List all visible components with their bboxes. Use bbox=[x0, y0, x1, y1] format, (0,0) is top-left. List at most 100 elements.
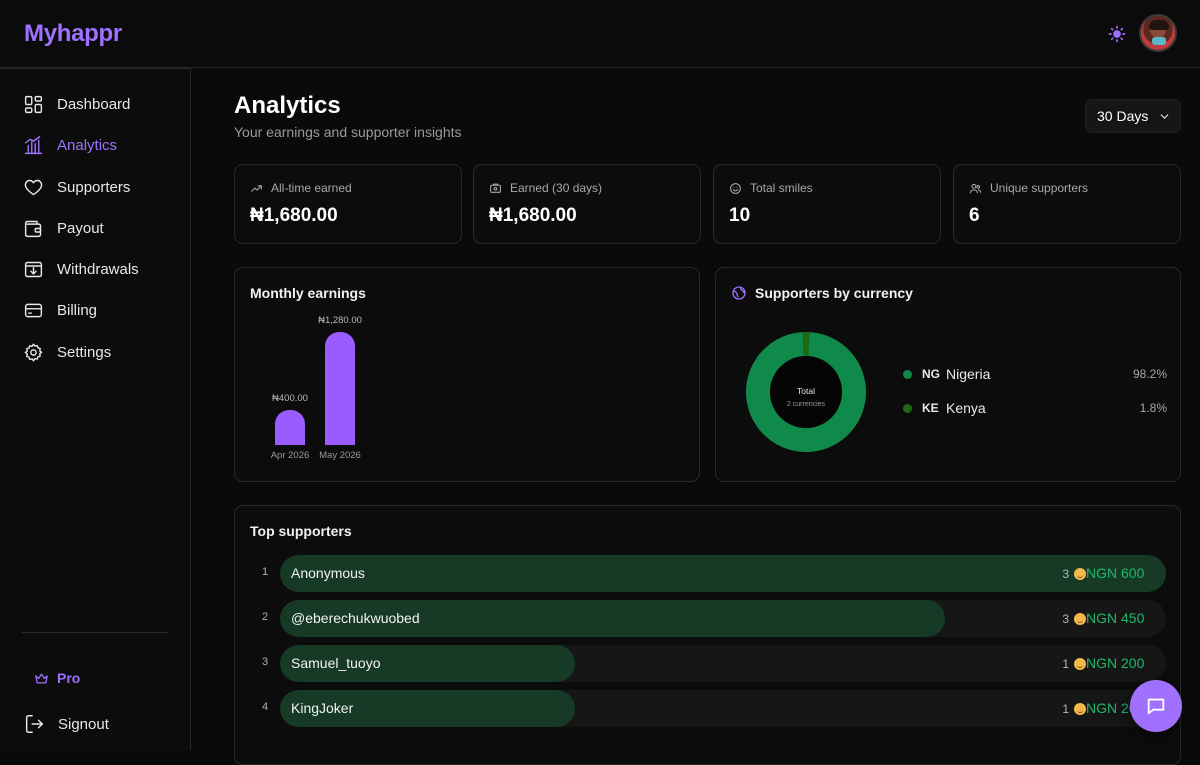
sidebar-item-supporters[interactable]: Supporters bbox=[23, 175, 130, 199]
users-icon bbox=[969, 183, 982, 193]
supporter-smiles: 1 bbox=[1062, 702, 1086, 716]
signout-label: Signout bbox=[58, 715, 109, 733]
bar-value-label: ₦400.00 bbox=[272, 393, 308, 404]
pro-label: Pro bbox=[57, 670, 81, 686]
legend-label: Kenya bbox=[946, 400, 986, 416]
theme-toggle-button[interactable] bbox=[1105, 22, 1129, 46]
supporter-rank: 3 bbox=[261, 656, 269, 668]
supporter-bar-track: @eberechukwuobed 3 NGN 450 bbox=[280, 600, 1166, 637]
supporter-rank: 2 bbox=[261, 611, 269, 623]
app-logo[interactable]: Myhappr bbox=[24, 20, 122, 47]
currency-card: Supporters by currency Total 2 currencie… bbox=[715, 267, 1181, 482]
sidebar-item-dashboard[interactable]: Dashboard bbox=[23, 92, 130, 116]
stat-card-total-smiles: Total smiles 10 bbox=[713, 164, 941, 244]
supporter-bar-fill bbox=[280, 555, 1166, 592]
logout-icon bbox=[25, 715, 43, 733]
sidebar-item-billing[interactable]: Billing bbox=[23, 298, 97, 322]
stat-value: 10 bbox=[729, 205, 751, 226]
smile-count: 1 bbox=[1062, 702, 1069, 716]
bar-1 bbox=[275, 410, 305, 445]
date-range-select[interactable]: 30 Days bbox=[1085, 99, 1181, 133]
sidebar-item-label: Analytics bbox=[57, 136, 118, 154]
supporter-bar-track: Anonymous 3 NGN 600 bbox=[280, 555, 1166, 592]
supporter-name: Anonymous bbox=[291, 565, 365, 581]
gear-icon bbox=[24, 342, 43, 362]
smile-count: 3 bbox=[1062, 567, 1069, 581]
donut-hole bbox=[770, 356, 842, 428]
sidebar-item-label: Withdrawals bbox=[57, 260, 139, 278]
supporter-bar-track: KingJoker 1 NGN 200 bbox=[280, 690, 1166, 727]
monthly-earnings-card: Monthly earnings ₦400.00 Apr 2026 ₦1,280.0… bbox=[234, 267, 700, 482]
stat-card-all-time-earned: All-time earned ₦1,680.00 bbox=[234, 164, 462, 244]
user-avatar[interactable] bbox=[1139, 14, 1177, 52]
stat-value: 6 bbox=[969, 205, 980, 226]
smile-emoji-icon bbox=[1074, 568, 1086, 580]
supporter-amount: NGN 200 bbox=[1086, 655, 1145, 671]
legend-dot bbox=[903, 369, 912, 379]
crown-icon bbox=[35, 673, 48, 683]
top-supporters-title: Top supporters bbox=[250, 523, 352, 539]
supporter-name: Samuel_tuoyo bbox=[291, 655, 381, 671]
legend-percent: 98.2% bbox=[1132, 367, 1167, 381]
sidebar-item-payout[interactable]: Payout bbox=[23, 216, 104, 240]
sidebar-item-label: Settings bbox=[57, 343, 112, 361]
supporter-name: KingJoker bbox=[291, 700, 354, 716]
stat-card-earned-30-days: Earned (30 days) ₦1,680.00 bbox=[473, 164, 701, 244]
pro-badge[interactable]: Pro bbox=[34, 670, 80, 686]
smile-emoji-icon bbox=[1074, 613, 1086, 625]
pie-slice-nigeria bbox=[746, 332, 866, 452]
stat-label: Unique supporters bbox=[990, 181, 1089, 195]
supporter-row[interactable]: 2 @eberechukwuobed 3 NGN 450 bbox=[250, 600, 1166, 637]
smile-count: 1 bbox=[1062, 657, 1069, 671]
supporter-bar-track: Samuel_tuoyo 1 NGN 200 bbox=[280, 645, 1166, 682]
wallet-icon bbox=[24, 220, 42, 237]
analytics-icon bbox=[24, 135, 43, 154]
sidebar-item-label: Billing bbox=[57, 301, 98, 319]
chat-icon bbox=[1147, 698, 1165, 715]
smile-icon bbox=[730, 182, 741, 194]
currency-card-title: Supporters by currency bbox=[755, 285, 913, 301]
stat-label: Total smiles bbox=[750, 181, 813, 195]
page-title: Analytics bbox=[234, 92, 341, 119]
page-subtitle: Your earnings and supporter insights bbox=[234, 124, 462, 140]
top-bar: Myhappr bbox=[0, 0, 1200, 68]
legend-row-nigeria: NG Nigeria 98.2% bbox=[903, 366, 1167, 382]
heart-icon bbox=[24, 179, 43, 195]
bar-2 bbox=[325, 332, 355, 445]
chat-button[interactable] bbox=[1130, 680, 1182, 732]
monthly-earnings-title: Monthly earnings bbox=[250, 285, 366, 301]
credit-card-icon bbox=[24, 303, 43, 317]
sidebar: Dashboard Analytics Supporters Payout Wi… bbox=[0, 68, 191, 750]
withdraw-icon bbox=[24, 261, 43, 277]
sidebar-item-label: Dashboard bbox=[57, 95, 131, 113]
stat-value: ₦1,680.00 bbox=[250, 205, 338, 226]
supporter-smiles: 3 bbox=[1062, 567, 1086, 581]
supporter-smiles: 1 bbox=[1062, 657, 1086, 671]
supporter-row[interactable]: 4 KingJoker 1 NGN 200 bbox=[250, 690, 1166, 727]
pie-slice-kenya bbox=[802, 332, 810, 357]
signout-button[interactable]: Signout bbox=[23, 713, 109, 735]
supporter-name: @eberechukwuobed bbox=[291, 610, 420, 626]
sidebar-item-analytics[interactable]: Analytics bbox=[23, 133, 117, 157]
sidebar-item-withdrawals[interactable]: Withdrawals bbox=[23, 257, 139, 281]
sidebar-item-settings[interactable]: Settings bbox=[23, 340, 111, 364]
sidebar-item-label: Supporters bbox=[57, 178, 131, 196]
supporter-row[interactable]: 3 Samuel_tuoyo 1 NGN 200 bbox=[250, 645, 1166, 682]
donut-center-sub: 2 currencies bbox=[787, 401, 826, 408]
bar-category-label: Apr 2026 bbox=[270, 450, 310, 461]
currency-donut-chart: Total 2 currencies bbox=[746, 332, 866, 452]
stat-card-unique-supporters: Unique supporters 6 bbox=[953, 164, 1181, 244]
supporter-rank: 1 bbox=[261, 566, 269, 578]
stat-label: Earned (30 days) bbox=[510, 181, 603, 195]
supporter-row[interactable]: 1 Anonymous 3 NGN 600 bbox=[250, 555, 1166, 592]
sun-icon bbox=[1108, 25, 1126, 43]
stat-label: All-time earned bbox=[271, 181, 352, 195]
country-code: NG bbox=[922, 367, 940, 381]
legend-label: Nigeria bbox=[946, 366, 991, 382]
supporter-amount: NGN 600 bbox=[1086, 565, 1145, 581]
country-code: KE bbox=[922, 401, 939, 415]
chevron-down-icon bbox=[1161, 113, 1169, 119]
smile-emoji-icon bbox=[1074, 703, 1086, 715]
sidebar-item-label: Payout bbox=[57, 219, 104, 237]
supporter-bar-fill bbox=[280, 600, 945, 637]
